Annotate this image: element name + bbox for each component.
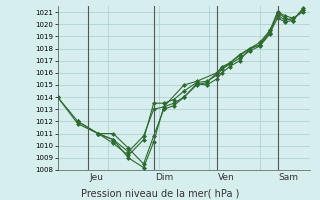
Text: Jeu: Jeu bbox=[89, 173, 103, 182]
Text: Pression niveau de la mer( hPa ): Pression niveau de la mer( hPa ) bbox=[81, 188, 239, 198]
Text: Dim: Dim bbox=[155, 173, 173, 182]
Text: Sam: Sam bbox=[279, 173, 299, 182]
Text: Ven: Ven bbox=[218, 173, 235, 182]
